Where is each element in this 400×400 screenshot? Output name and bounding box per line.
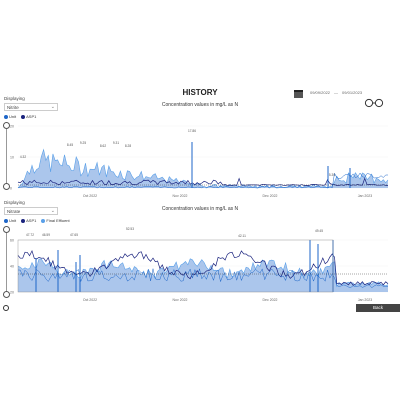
x-tick-label: Nov 2022 [173,298,188,302]
y-tick-label: 0 [10,187,12,191]
y-range-slider-top-handle[interactable] [3,122,10,129]
asp1-line [17,177,388,186]
legend-dot-icon [4,218,8,223]
legend-label: ASP1 [26,218,37,223]
legend-dot-icon [21,218,26,223]
y-range-slider-bottom-handle[interactable] [3,183,10,190]
peak-label: 9.31 [113,141,119,145]
y-tick-label: 40 [10,265,14,269]
legend: Unit ASP1 [4,114,36,119]
chevron-down-icon: ⌄ [50,208,55,214]
legend-dot-icon [21,114,26,119]
parameter-select[interactable]: Nitrite ⌄ [4,103,58,111]
y-range-slider-top-handle[interactable] [3,226,10,233]
y-range-slider-bottom-handle[interactable] [3,291,10,298]
nitrate-chart: 60 40 20 Oct 2022 Nov 2022 Dec 2022 Jan 2023 47… [10,227,389,302]
peak-label: 8.62 [100,144,106,148]
legend-dot-icon [4,114,8,119]
chart-title: Concentration values in mg/L as N [161,102,239,108]
x-tick-label: Jan 2023 [358,194,372,198]
y-tick-label: 60 [10,239,14,243]
peak-label: 8.45 [67,143,73,147]
displaying-label: Displaying [4,200,25,205]
peak-label: 5.30 [329,173,335,177]
y-tick-label: 20 [10,291,14,295]
x-tick-label: Jan 2023 [358,298,372,302]
back-button[interactable]: Back [356,304,400,312]
legend-dot-icon [41,218,46,223]
legend-label: Unit [9,114,17,119]
x-tick-label: Oct 2022 [83,194,97,198]
legend-label: Final Effluent [46,218,70,223]
parameter-select-value: Nitrate [7,209,21,214]
peak-label: 8.28 [125,144,131,148]
date-start[interactable]: 09/09/2022 [310,90,331,95]
peak-label: 4.32 [20,155,26,159]
legend-item-unit[interactable]: Unit [4,114,16,119]
final-effluent-line [17,172,388,189]
date-end[interactable]: 09/01/2023 [342,90,363,95]
peak-label: 52.53 [126,227,134,231]
legend-item-asp1[interactable]: ASP1 [21,218,36,223]
date-range[interactable]: 09/09/2022 — 09/01/2023 [310,90,362,95]
y-range-slider[interactable] [6,228,7,294]
peak-label: 9.25 [80,141,86,145]
y-tick-label: 10 [10,156,14,160]
x-tick-label: Dec 2022 [263,298,278,302]
x-tick-label: Dec 2022 [263,194,278,198]
legend-item-unit[interactable]: Unit [4,218,16,223]
chevron-down-icon: ⌄ [50,104,55,110]
info-icon[interactable] [3,305,9,311]
glasses-icon[interactable] [364,98,384,108]
calendar-icon[interactable] [294,90,303,98]
legend-label: Unit [9,218,17,223]
selection-box [17,239,334,293]
peak-label: 17.86 [188,129,196,133]
legend-item-final-effluent[interactable]: Final Effluent [41,218,70,223]
parameter-select-value: Nitrite [7,105,19,110]
chart-title: Concentration values in mg/L as N [161,206,239,212]
peak-label: 49.45 [315,229,323,233]
legend: Unit ASP1 Final Effluent [4,218,70,223]
nitrite-chart: 20 10 0 Oct 2022 Nov 2022 Dec 2022 Jan 2023 4.3… [10,125,389,198]
peak-label: 47.72 [26,233,34,237]
legend-item-asp1[interactable]: ASP1 [21,114,36,119]
peak-label: 42.11 [238,234,246,238]
unit-area [18,149,388,188]
y-tick-label: 20 [10,125,14,129]
y-range-slider[interactable] [6,124,7,187]
x-tick-label: Oct 2022 [83,298,97,302]
peak-label: 47.65 [70,233,78,237]
displaying-label: Displaying [4,96,25,101]
page-title: HISTORY [182,88,218,97]
peak-label: 46.59 [42,233,50,237]
legend-label: ASP1 [26,114,37,119]
unit-area [18,258,388,292]
parameter-select[interactable]: Nitrate ⌄ [4,207,58,215]
date-separator: — [334,90,339,95]
x-tick-label: Nov 2022 [173,194,188,198]
